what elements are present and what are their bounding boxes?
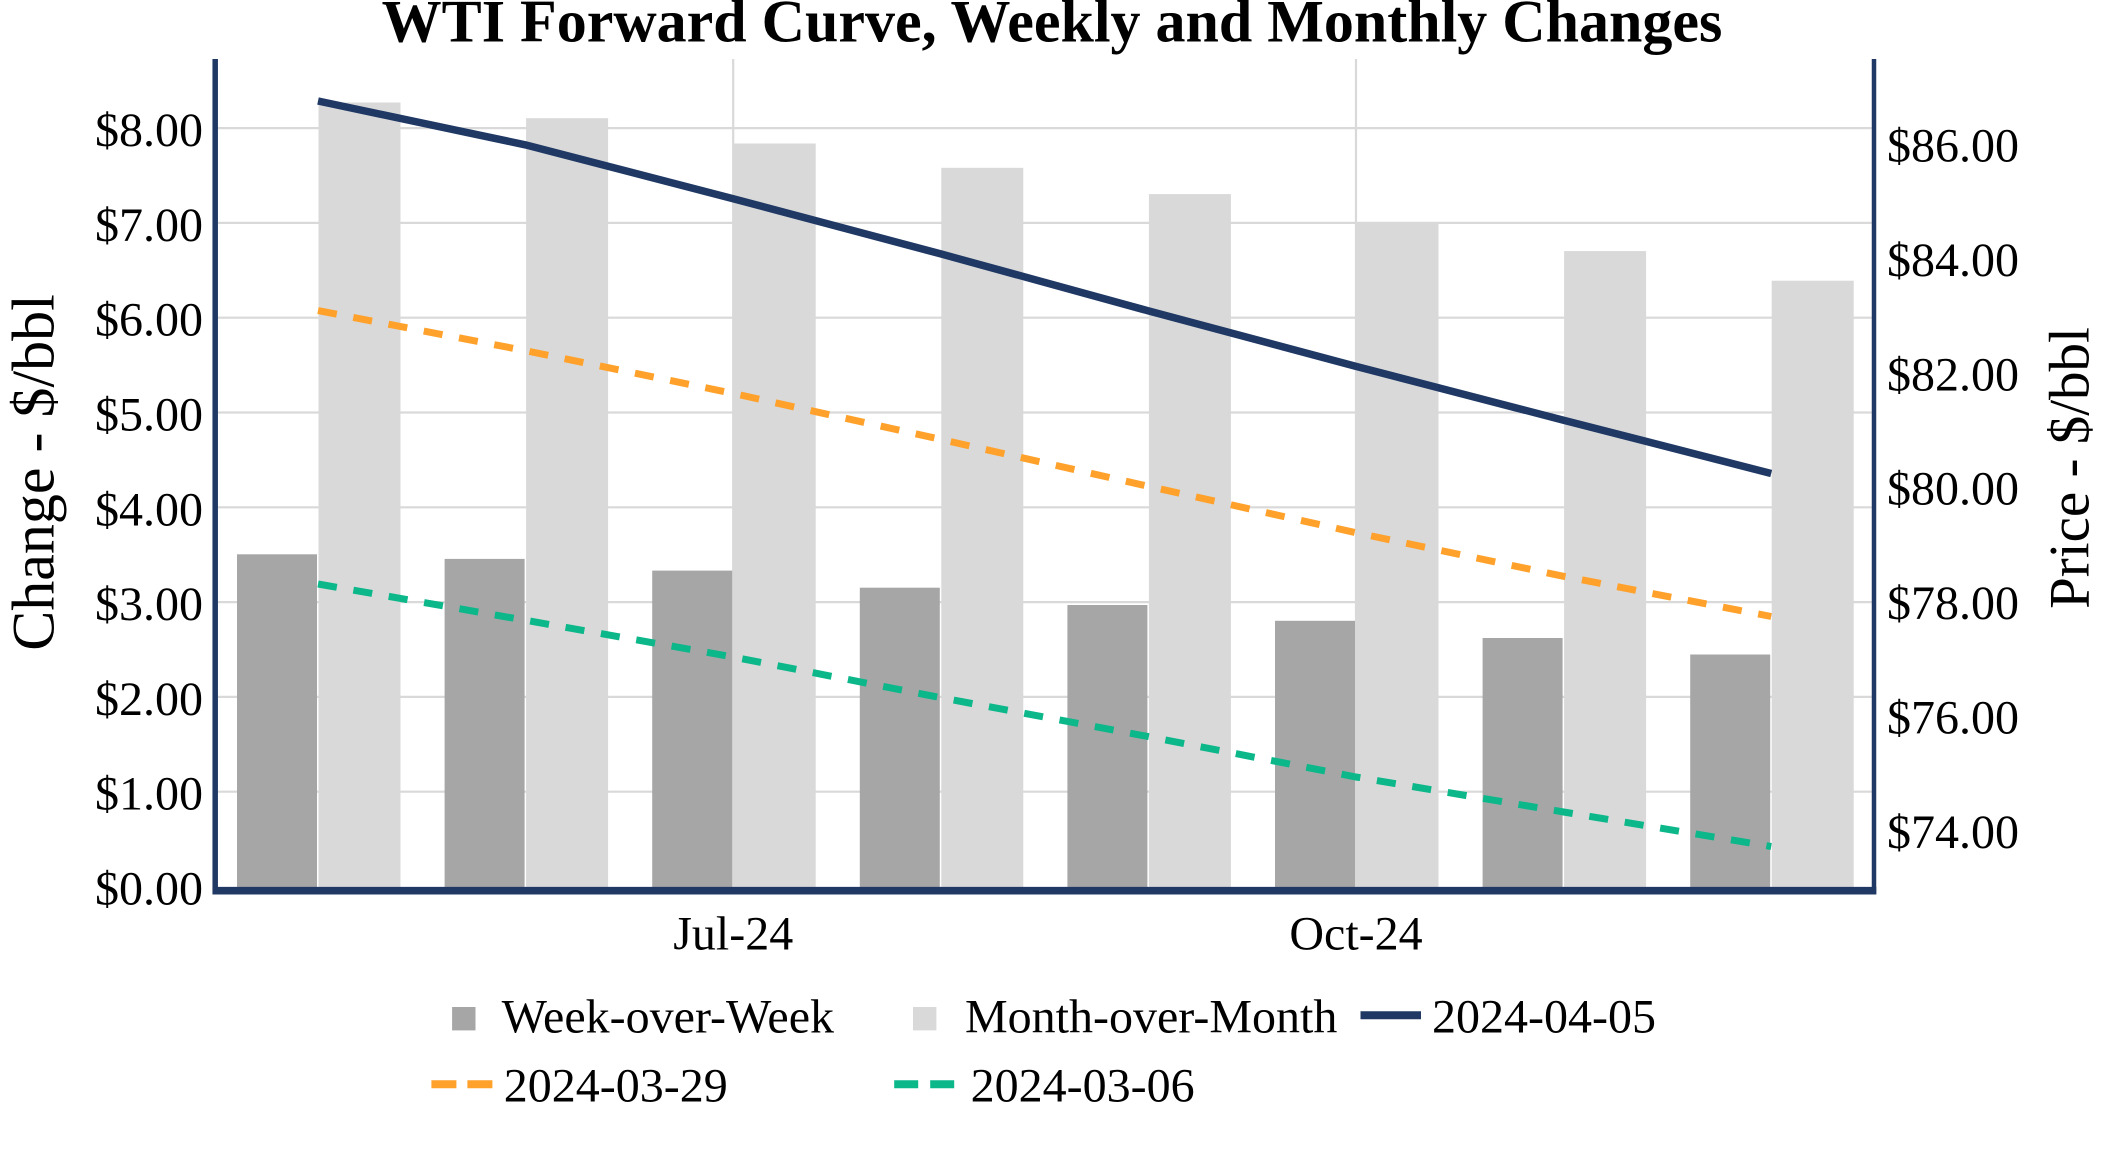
svg-text:$84.00: $84.00: [1887, 234, 2019, 287]
svg-text:2024-03-06: 2024-03-06: [971, 1060, 1195, 1113]
svg-text:2024-03-29: 2024-03-29: [504, 1060, 728, 1113]
svg-text:Week-over-Week: Week-over-Week: [502, 991, 834, 1044]
svg-text:$74.00: $74.00: [1887, 806, 2019, 859]
svg-text:$5.00: $5.00: [95, 389, 203, 442]
svg-text:$76.00: $76.00: [1887, 692, 2019, 745]
svg-text:$1.00: $1.00: [95, 768, 203, 821]
svg-text:$0.00: $0.00: [95, 863, 203, 916]
svg-text:Change - $/bbl: Change - $/bbl: [1, 294, 67, 651]
svg-text:$2.00: $2.00: [95, 673, 203, 726]
svg-text:$78.00: $78.00: [1887, 577, 2019, 630]
svg-text:WTI Forward Curve, Weekly and: WTI Forward Curve, Weekly and Monthly Ch…: [382, 0, 1723, 55]
svg-text:Jul-24: Jul-24: [673, 908, 793, 961]
svg-text:$3.00: $3.00: [95, 578, 203, 631]
svg-text:$7.00: $7.00: [95, 199, 203, 252]
svg-text:Price - $/bbl: Price - $/bbl: [2039, 327, 2102, 609]
svg-text:2024-04-05: 2024-04-05: [1432, 991, 1656, 1044]
svg-text:$6.00: $6.00: [95, 294, 203, 347]
svg-text:Month-over-Month: Month-over-Month: [965, 991, 1337, 1044]
svg-text:$82.00: $82.00: [1887, 348, 2019, 401]
svg-text:$86.00: $86.00: [1887, 119, 2019, 172]
svg-text:$4.00: $4.00: [95, 483, 203, 536]
svg-text:Oct-24: Oct-24: [1289, 908, 1422, 961]
svg-text:$8.00: $8.00: [95, 104, 203, 157]
svg-text:$80.00: $80.00: [1887, 463, 2019, 516]
